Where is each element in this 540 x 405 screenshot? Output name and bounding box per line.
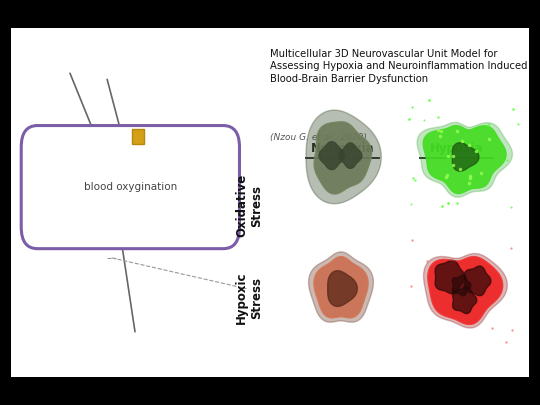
Polygon shape xyxy=(319,142,345,170)
Polygon shape xyxy=(453,143,479,171)
Polygon shape xyxy=(453,286,477,313)
Polygon shape xyxy=(423,254,507,328)
Text: Hypoxic
Stress: Hypoxic Stress xyxy=(235,272,264,324)
Text: Multicellular 3D Neurovascular Unit Model for
Assessing Hypoxia and Neuroinflamm: Multicellular 3D Neurovascular Unit Mode… xyxy=(270,49,528,84)
Polygon shape xyxy=(423,126,506,194)
Bar xyxy=(132,129,144,144)
Polygon shape xyxy=(314,122,372,194)
Polygon shape xyxy=(339,143,362,168)
Polygon shape xyxy=(435,260,465,294)
FancyBboxPatch shape xyxy=(21,126,240,249)
Polygon shape xyxy=(314,257,368,318)
Text: Oxidative
Stress: Oxidative Stress xyxy=(235,174,264,237)
Text: (Nzou G. et al., 2020): (Nzou G. et al., 2020) xyxy=(270,133,367,142)
Polygon shape xyxy=(428,257,503,324)
FancyBboxPatch shape xyxy=(11,28,529,377)
Polygon shape xyxy=(453,275,471,296)
Polygon shape xyxy=(464,266,491,296)
Polygon shape xyxy=(306,110,381,204)
Text: Normoxia: Normoxia xyxy=(310,142,374,155)
Text: blood oxygination: blood oxygination xyxy=(84,182,177,192)
Polygon shape xyxy=(308,252,374,322)
Text: Hypoxia: Hypoxia xyxy=(430,142,483,155)
Polygon shape xyxy=(328,271,357,307)
Polygon shape xyxy=(417,122,512,197)
